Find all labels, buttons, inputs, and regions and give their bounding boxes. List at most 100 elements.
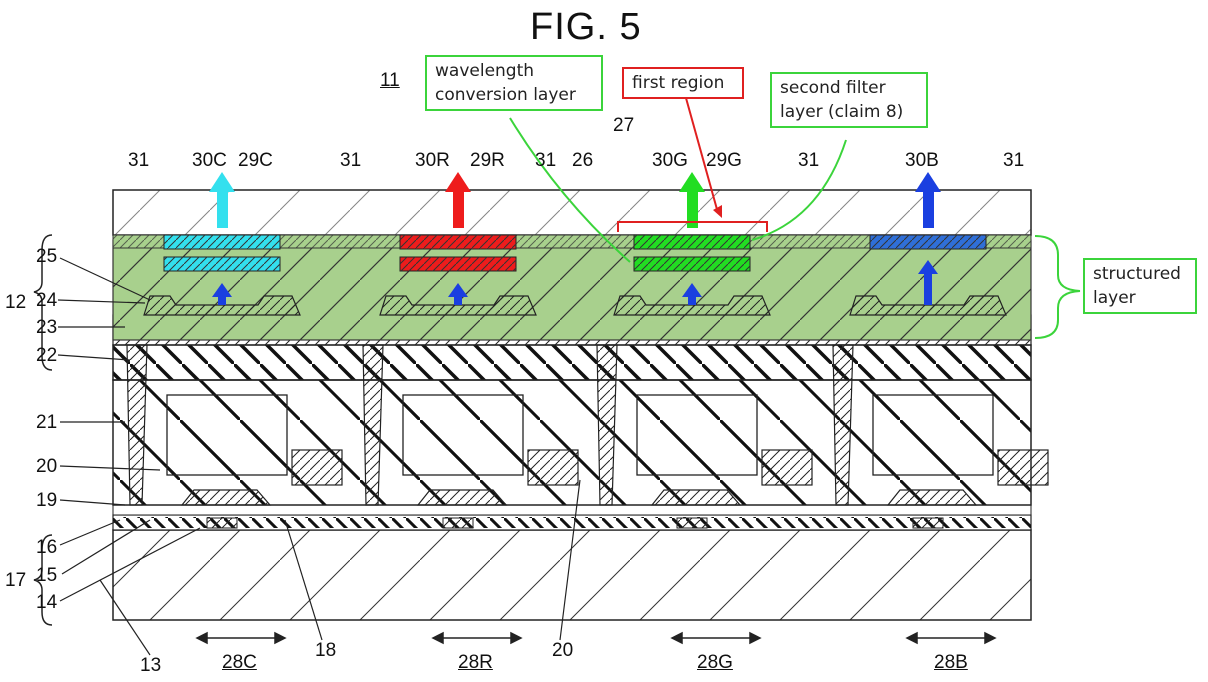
ref-30R: 30R <box>415 150 450 171</box>
ref-21: 21 <box>36 412 58 433</box>
gate-electrode-red <box>442 517 474 529</box>
ref-31-e: 31 <box>1003 150 1025 171</box>
emission-arrow-shaft-blue <box>923 190 934 228</box>
anode-blue <box>849 295 1007 316</box>
emission-arrow-shaft-green <box>687 190 698 228</box>
tft-block-blue <box>872 394 994 476</box>
pixel-width-arrowhead <box>431 631 444 645</box>
ref-20-b: 20 <box>552 640 574 661</box>
ref-13: 13 <box>140 655 162 676</box>
gate-electrode-blue <box>912 517 944 529</box>
ref-12: 12 <box>5 292 27 313</box>
pixel-width-arrowhead <box>195 631 208 645</box>
ref-28G: 28G <box>697 652 733 673</box>
electrode-cyan <box>291 449 343 486</box>
gate-blue <box>886 489 978 506</box>
via-green <box>596 344 618 506</box>
callout-line: wavelength <box>435 61 535 81</box>
ref-23: 23 <box>36 317 58 338</box>
callout-line: conversion layer <box>435 85 576 105</box>
ref-28R: 28R <box>458 652 493 673</box>
tft-block-green <box>636 394 758 476</box>
ref-30C: 30C <box>192 150 227 171</box>
ref-11: 11 <box>380 70 400 91</box>
ref-29R: 29R <box>470 150 505 171</box>
electrode-red <box>527 449 579 486</box>
layer-22 <box>112 344 1032 381</box>
gate-cyan <box>180 489 272 506</box>
pixel-width-arrowhead <box>749 631 762 645</box>
conversion-layer-hatch-red <box>400 257 516 271</box>
callout-second-filter-layer: second filter layer (claim 8) <box>770 72 928 128</box>
blue-arrow-shaft-cyan <box>218 295 226 305</box>
pixel-width-arrowhead <box>984 631 997 645</box>
color-filter-hatch-cyan <box>164 235 280 249</box>
layer-19 <box>112 504 1032 516</box>
ref-22: 22 <box>36 345 58 366</box>
anode-cyan <box>143 295 301 316</box>
tft-block-cyan <box>166 394 288 476</box>
pixel-width-arrowhead <box>670 631 683 645</box>
gate-red <box>416 489 508 506</box>
emission-arrow-head-green <box>679 172 705 192</box>
ref-25: 25 <box>36 246 58 267</box>
callout-line: layer <box>1093 288 1136 308</box>
ref-31-a: 31 <box>128 150 150 171</box>
ref-30B: 30B <box>905 150 939 171</box>
ref-14: 14 <box>36 592 58 613</box>
callout-line: layer (claim 8) <box>780 102 904 122</box>
color-filter-hatch-red <box>400 235 516 249</box>
callout-line: second filter <box>780 78 886 98</box>
ref-19: 19 <box>36 490 58 511</box>
pixel-width-arrowhead <box>905 631 918 645</box>
emission-arrow-head-cyan <box>209 172 235 192</box>
callout-first-region: first region <box>622 67 744 99</box>
figure-title: FIG. 5 <box>530 6 642 48</box>
pixel-width-arrowhead <box>510 631 523 645</box>
ref-29C: 29C <box>238 150 273 171</box>
conversion-layer-hatch-cyan <box>164 257 280 271</box>
ref-16: 16 <box>36 537 58 558</box>
ref-28B: 28B <box>934 652 968 673</box>
via-red <box>362 344 384 506</box>
anode-red <box>379 295 537 316</box>
via-cyan <box>126 344 148 506</box>
blue-arrow-head-green <box>682 283 702 297</box>
tft-block-red <box>402 394 524 476</box>
ref-20: 20 <box>36 456 58 477</box>
ref-31-c: 31 <box>535 150 557 171</box>
emission-arrow-shaft-red <box>453 190 464 228</box>
blue-arrow-head-cyan <box>212 283 232 297</box>
ref-31-d: 31 <box>798 150 820 171</box>
ref-18: 18 <box>315 640 337 661</box>
gate-electrode-green <box>676 517 708 529</box>
callout-structured-layer: structured layer <box>1083 258 1197 314</box>
ref-29G: 29G <box>706 150 742 171</box>
anode-green <box>613 295 771 316</box>
emission-arrow-head-red <box>445 172 471 192</box>
callout-line: structured <box>1093 264 1181 284</box>
ref-27: 27 <box>613 115 635 136</box>
ref-15: 15 <box>36 565 58 586</box>
via-blue <box>832 344 854 506</box>
color-filter-hatch-blue <box>870 235 986 249</box>
color-filter-hatch-green <box>634 235 750 249</box>
blue-arrow-shaft-green <box>688 295 696 305</box>
conversion-layer-hatch-green <box>634 257 750 271</box>
ref-28C: 28C <box>222 652 257 673</box>
electrode-blue <box>997 449 1049 486</box>
gate-green <box>650 489 742 506</box>
ref-24: 24 <box>36 290 58 311</box>
blue-arrow-shaft-blue <box>924 272 932 305</box>
gate-electrode-cyan <box>206 517 238 529</box>
ref-30G: 30G <box>652 150 688 171</box>
ref-26: 26 <box>572 150 594 171</box>
electrode-green <box>761 449 813 486</box>
callout-wavelength-conversion-layer: wavelength conversion layer <box>425 55 603 111</box>
ref-17: 17 <box>5 570 27 591</box>
blue-arrow-head-blue <box>918 260 938 274</box>
emission-arrow-head-blue <box>915 172 941 192</box>
blue-arrow-head-red <box>448 283 468 297</box>
callout-line: first region <box>632 73 725 93</box>
